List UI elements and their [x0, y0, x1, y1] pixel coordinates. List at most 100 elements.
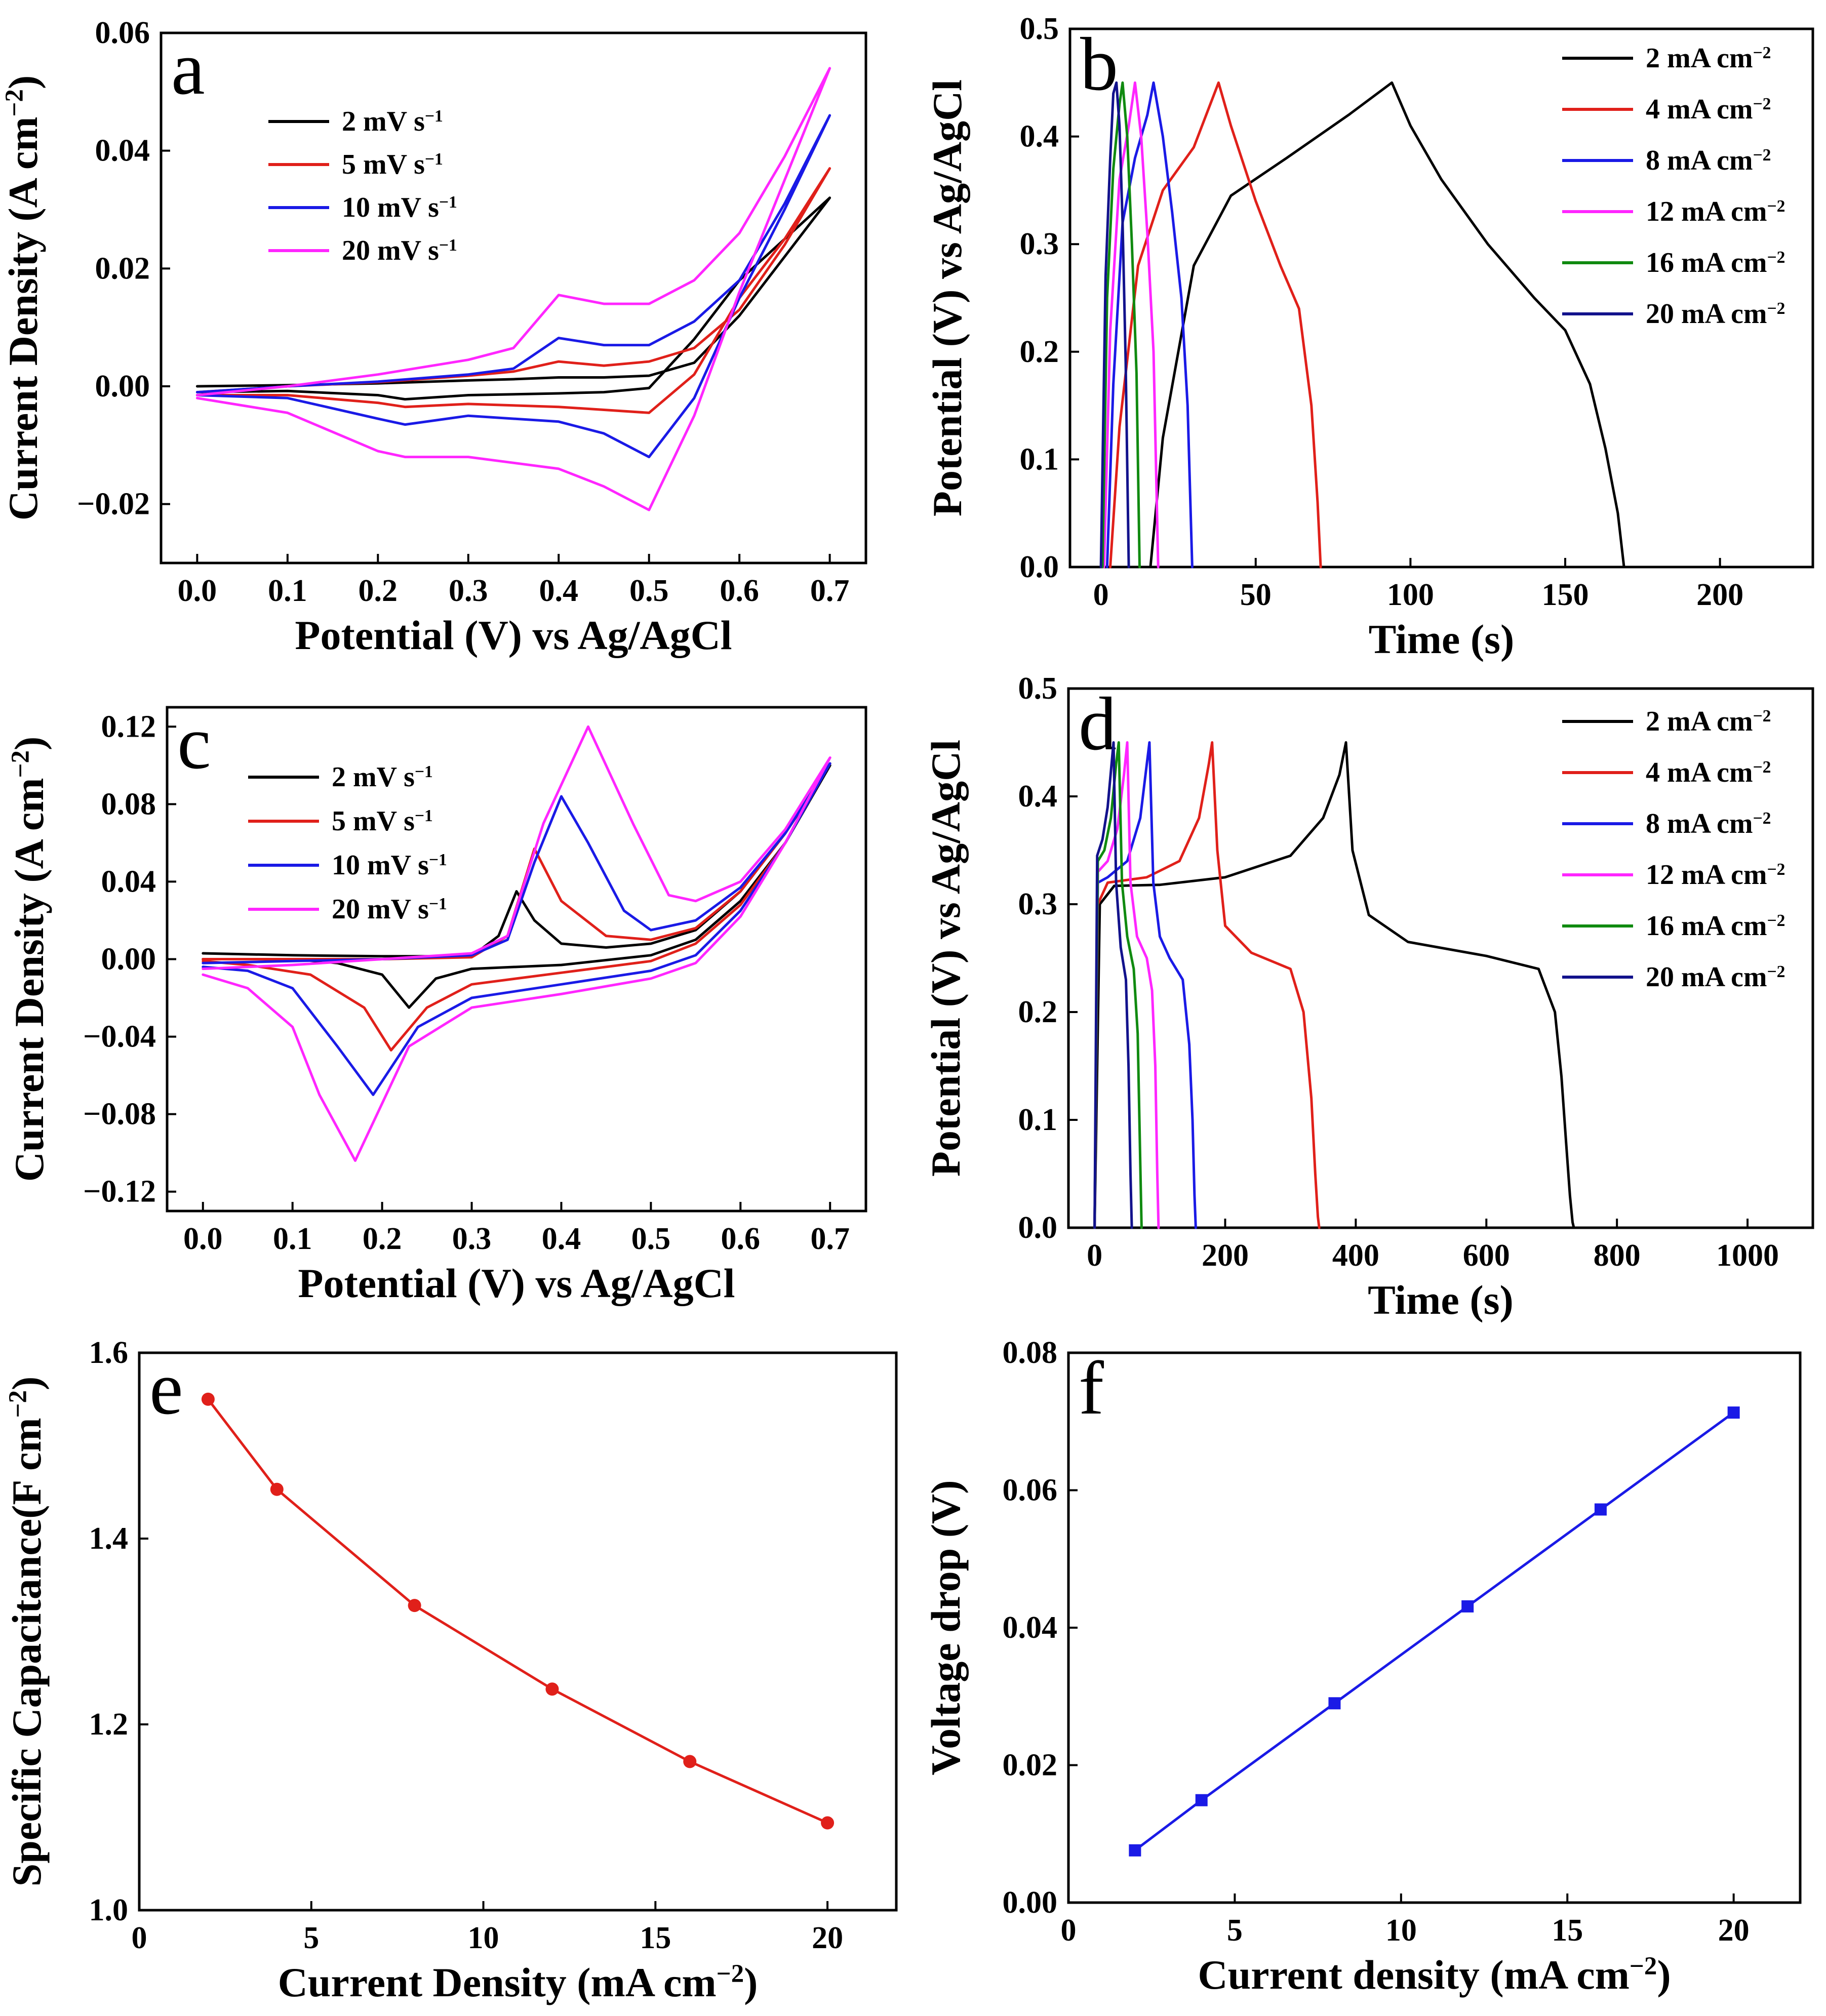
x-axis-title: Potential (V) vs Ag/AgCl [295, 612, 732, 658]
legend-label-sup: −2 [1753, 809, 1771, 828]
legend-label-main: 10 mV s [332, 850, 429, 881]
series-line [1102, 81, 1160, 569]
panel-b: 0 50 100 150 200 0.0 0.1 0.2 0.3 0.4 0.5 Time (s) Po… [924, 12, 1814, 662]
legend-label-main: 4 mA cm [1646, 757, 1753, 788]
x-axis-title-sup: −2 [1630, 1952, 1657, 1980]
data-point [1195, 1794, 1208, 1806]
x-axis-title: Current Density (mA cm−2) [278, 1959, 758, 2005]
panel-a: 0.0 0.1 0.2 0.3 0.4 0.5 0.6 0.7 −0.02 0.00 0.02 0.0… [0, 16, 867, 658]
legend-label-sup: −1 [439, 236, 457, 255]
legend-label: 12 mA cm−2 [1646, 196, 1785, 227]
panel-label: a [171, 26, 205, 110]
legend-label-sup: −1 [429, 895, 447, 913]
y-axis-title: Potential (V) vs Ag/AgCl [924, 79, 970, 516]
data-point [1461, 1600, 1474, 1612]
y-tick-label: 1.0 [89, 1893, 129, 1927]
series-line [202, 762, 831, 1096]
y-tick-label: 0.06 [95, 16, 150, 50]
x-tick-label: 100 [1387, 578, 1434, 612]
y-axis-title-main: Current Density (A cm [6, 778, 52, 1182]
series-line [1105, 81, 1194, 569]
panel-c: 0.0 0.1 0.2 0.3 0.4 0.5 0.6 0.7 −0.12 −0.08 −0.04 0… [6, 701, 867, 1306]
x-tick-label: 0.4 [542, 1222, 581, 1256]
legend-label-sup: −2 [1767, 860, 1785, 879]
y-tick-label: −0.08 [83, 1097, 156, 1132]
x-axis-title-close: ) [744, 1959, 758, 2005]
y-axis-title-close: ) [6, 737, 52, 750]
legend-label-sup: −2 [1753, 707, 1771, 725]
x-axis-title-main: Time (s) [1368, 1277, 1514, 1323]
y-tick-label: 1.2 [89, 1707, 129, 1742]
x-tick-label: 0.0 [183, 1222, 223, 1256]
x-tick-label: 800 [1594, 1238, 1641, 1273]
plot-frame [1067, 1351, 1802, 1904]
legend-label: 5 mV s−1 [332, 805, 433, 837]
y-tick-label: 0.2 [1020, 335, 1059, 369]
y-tick-label: 0.0 [1018, 1211, 1058, 1245]
y-tick-label: 0.02 [1003, 1748, 1058, 1783]
y-tick-label: 0.00 [1003, 1885, 1058, 1920]
x-axis-title-main: Potential (V) vs Ag/AgCl [295, 612, 732, 658]
x-axis-title-main: Potential (V) vs Ag/AgCl [298, 1260, 735, 1306]
x-tick-label: 10 [468, 1921, 499, 1955]
legend-label-main: 20 mA cm [1646, 961, 1767, 993]
x-tick-label: 10 [1385, 1913, 1417, 1948]
legend-label: 2 mA cm−2 [1646, 43, 1771, 74]
legend-label: 16 mA cm−2 [1646, 910, 1785, 942]
legend-label-main: 20 mV s [342, 235, 439, 266]
data-point [270, 1482, 284, 1496]
y-axis-title-main: Potential (V) vs Ag/AgCl [923, 740, 969, 1177]
y-axis-title: Voltage drop (V) [923, 1480, 969, 1775]
y-axis-title-sup: −2 [0, 89, 28, 116]
y-tick-label: 0.5 [1020, 12, 1059, 46]
data-point [1727, 1406, 1740, 1419]
panel-label: f [1079, 1346, 1104, 1430]
legend: 2 mA cm−24 mA cm−28 mA cm−212 mA cm−216 … [1562, 706, 1785, 993]
legend-label: 16 mA cm−2 [1646, 247, 1785, 278]
x-axis-title: Current density (mA cm−2) [1198, 1952, 1671, 1998]
y-tick-label: −0.12 [83, 1175, 156, 1209]
series-line [195, 67, 831, 511]
legend: 2 mV s−15 mV s−110 mV s−120 mV s−1 [268, 106, 457, 266]
series-line [195, 114, 831, 459]
legend-label-main: 12 mA cm [1646, 196, 1767, 227]
y-tick-label: 0.04 [95, 134, 150, 168]
legend-label: 5 mV s−1 [342, 149, 443, 180]
series-line [1093, 741, 1197, 1229]
legend-label-sup: −1 [439, 193, 457, 212]
x-tick-label: 20 [812, 1921, 843, 1955]
legend-label-main: 12 mA cm [1646, 859, 1767, 891]
legend-label-sup: −2 [1753, 146, 1771, 165]
legend-label-sup: −1 [415, 807, 433, 825]
series-line [1093, 741, 1160, 1229]
legend-label: 20 mA cm−2 [1646, 961, 1785, 993]
x-tick-label: 0.3 [452, 1222, 492, 1256]
legend-label: 2 mA cm−2 [1646, 706, 1771, 737]
series-line [1149, 81, 1625, 569]
x-tick-label: 150 [1542, 578, 1589, 612]
x-tick-label: 0 [1087, 1238, 1102, 1273]
y-tick-label: −0.04 [83, 1020, 156, 1054]
data-point [201, 1392, 215, 1406]
x-tick-label: 0.3 [449, 574, 488, 608]
data-point [821, 1816, 835, 1830]
series-line [1093, 741, 1575, 1229]
legend-label-sup: −1 [415, 762, 433, 781]
x-axis-title-main: Current density (mA cm [1198, 1952, 1630, 1998]
x-tick-label: 5 [303, 1921, 319, 1955]
series-line [195, 167, 831, 414]
legend-label-main: 20 mA cm [1646, 298, 1767, 330]
legend-label-sup: −2 [1767, 248, 1785, 267]
legend-label-main: 5 mV s [332, 805, 415, 837]
legend-label-main: 20 mV s [332, 894, 429, 925]
y-tick-label: 0.04 [1003, 1610, 1058, 1645]
legend-label-main: 10 mV s [342, 192, 439, 223]
legend-label: 4 mA cm−2 [1646, 94, 1771, 125]
legend-label: 10 mV s−1 [342, 192, 457, 223]
x-tick-label: 5 [1227, 1913, 1243, 1948]
plot-frame [160, 31, 867, 565]
data-point [683, 1755, 697, 1768]
x-tick-label: 15 [640, 1921, 671, 1955]
data-point [1594, 1503, 1607, 1516]
y-tick-label: 0.00 [95, 369, 150, 404]
